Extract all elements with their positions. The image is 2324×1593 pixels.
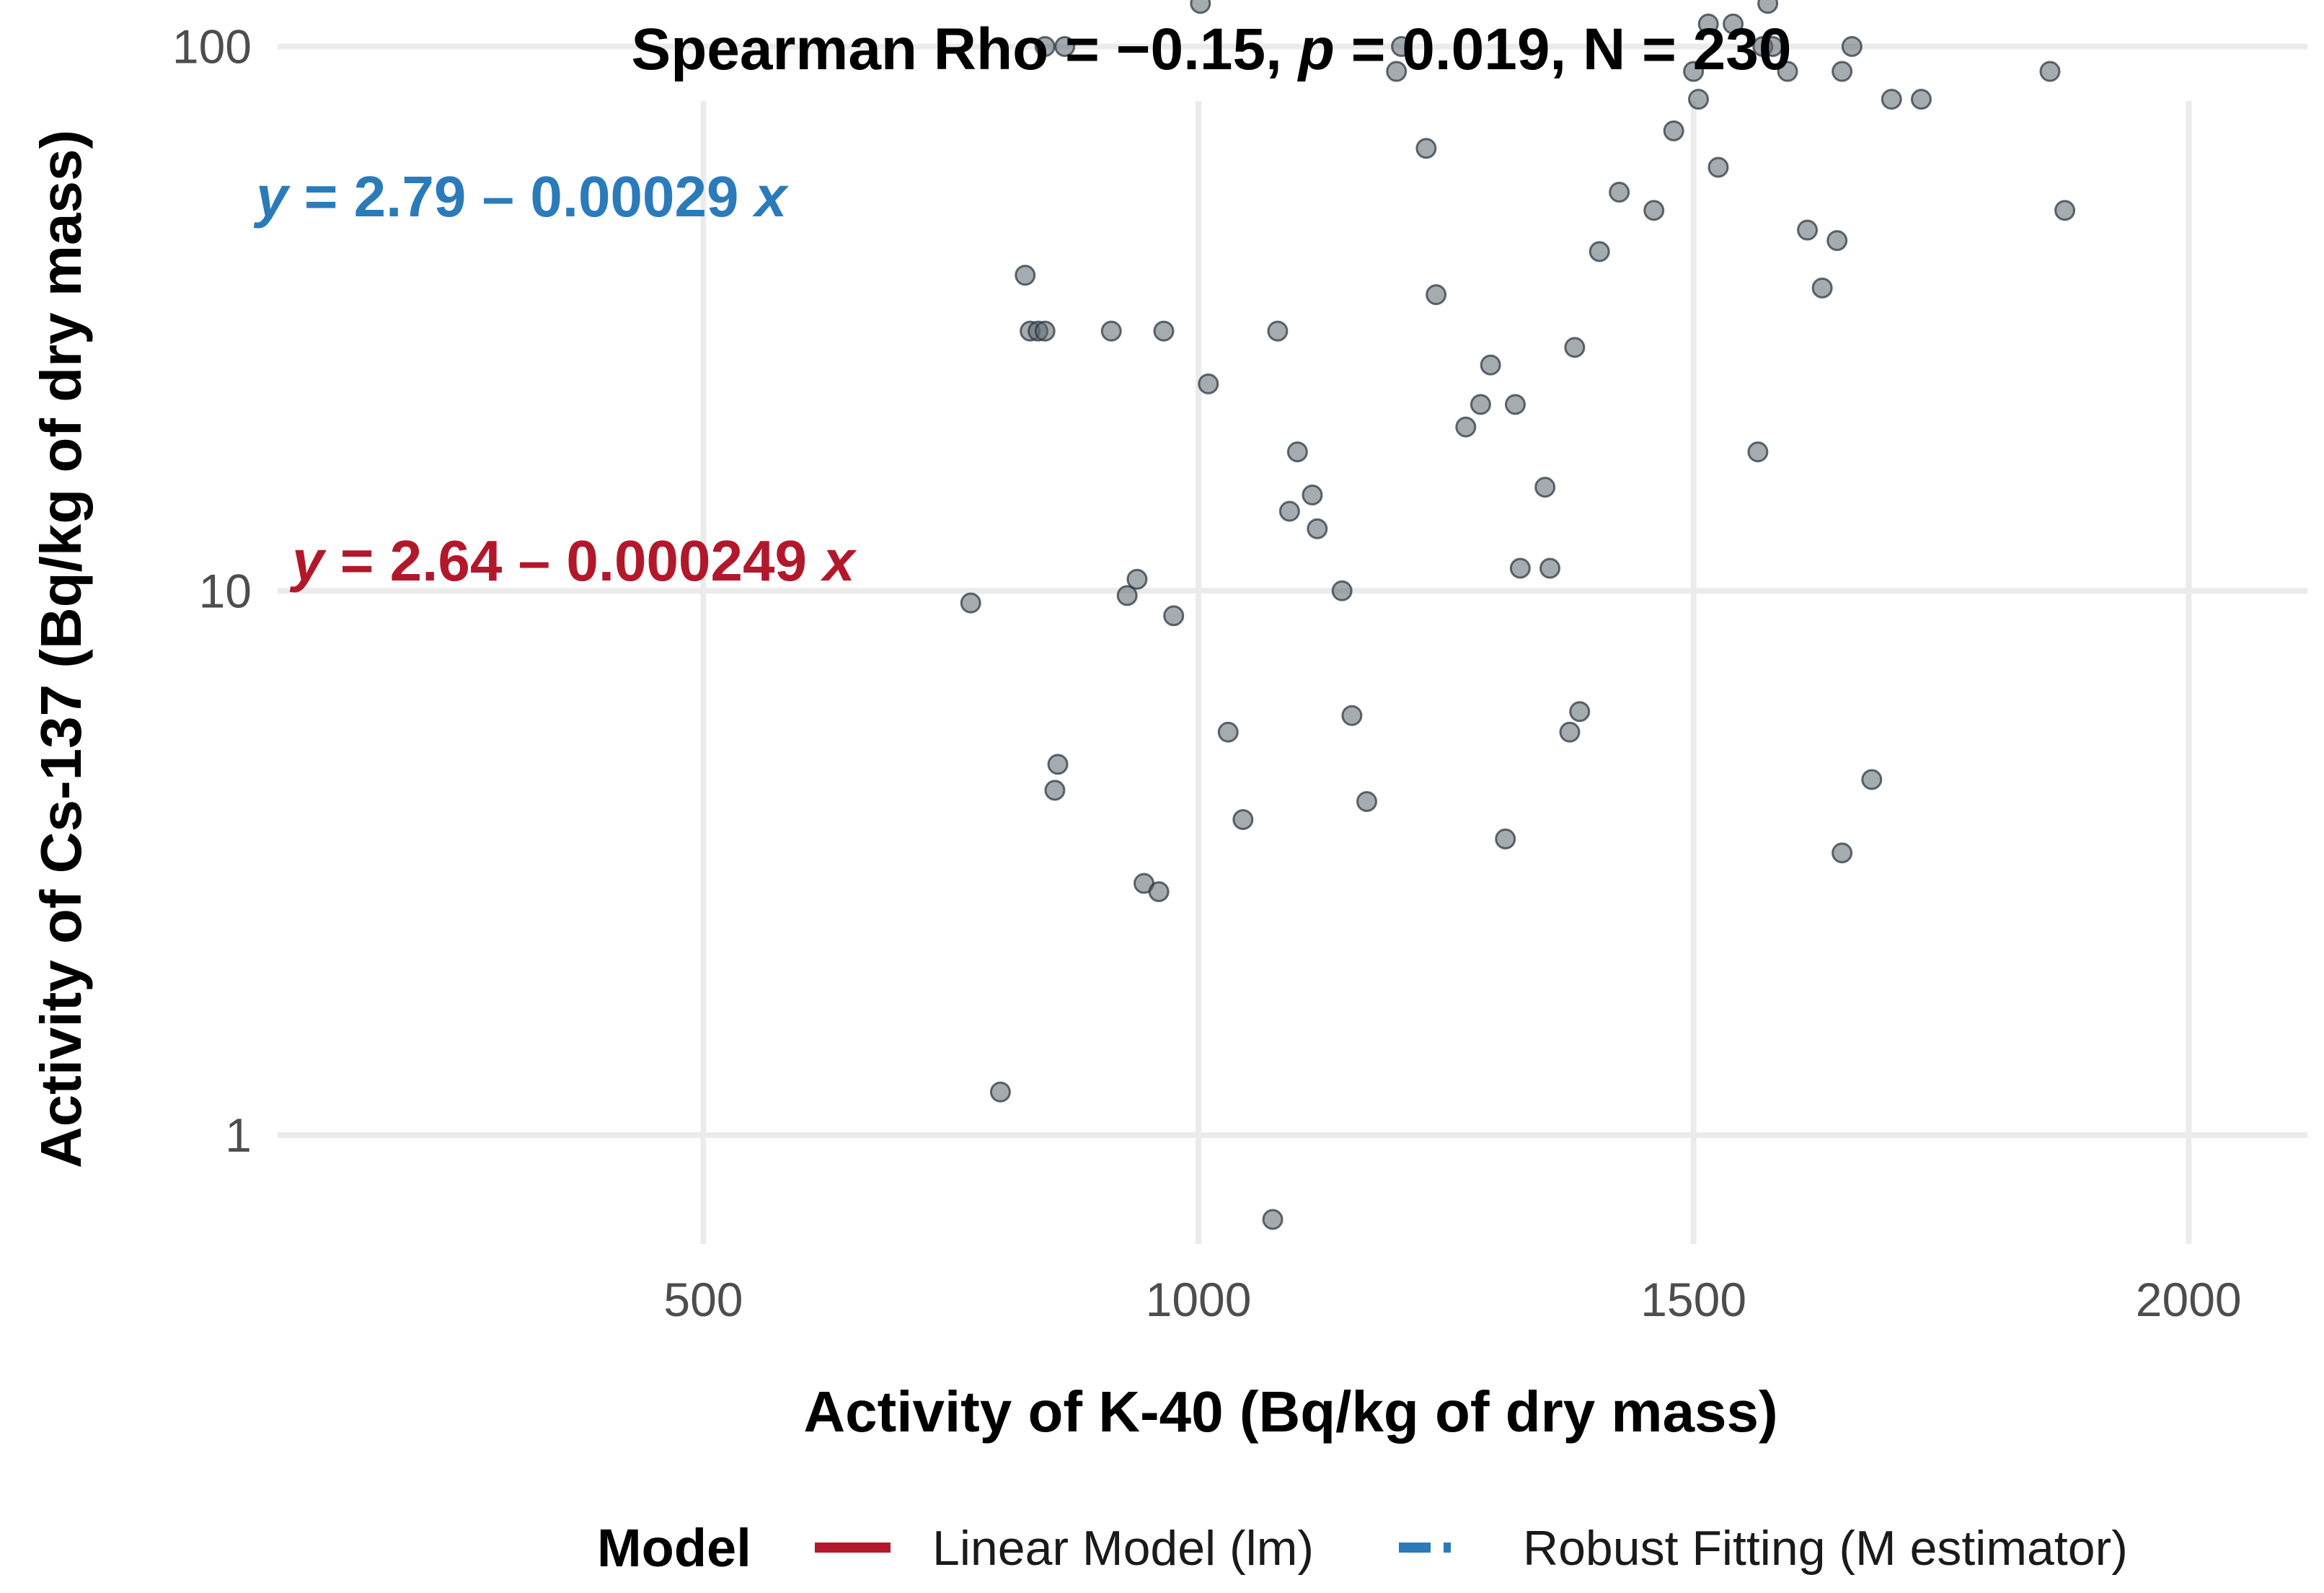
data-point-157 <box>1683 61 1705 82</box>
data-point-252 <box>1663 120 1684 141</box>
data-point-229 <box>1564 337 1586 358</box>
data-point-222 <box>1480 354 1501 376</box>
x-axis-title: Activity of K-40 (Bq/kg of dry mass) <box>803 1380 1777 1444</box>
data-point-228 <box>1559 721 1581 743</box>
data-point-220 <box>1455 416 1477 438</box>
data-point-239 <box>1762 36 1783 58</box>
data-point-234 <box>1697 13 1719 35</box>
data-point-231 <box>1589 241 1610 262</box>
data-point-216 <box>1386 61 1408 82</box>
data-point-204 <box>1198 373 1219 394</box>
data-point-226 <box>1534 477 1556 498</box>
data-point-235 <box>1707 156 1729 178</box>
legend: Model Linear Model (lm) Robust Fitting (… <box>597 1518 2128 1578</box>
data-point-249 <box>2054 200 2076 221</box>
data-point-246 <box>1861 769 1883 790</box>
data-point-232 <box>1609 182 1630 203</box>
data-point-223 <box>1495 828 1516 850</box>
data-point-191 <box>1015 265 1036 286</box>
y-axis-title: Activity of Cs-137 (Bq/kg of dry mass) <box>29 130 93 1168</box>
data-point-245 <box>1841 36 1863 58</box>
data-point-227 <box>1539 557 1561 579</box>
data-point-209 <box>1278 500 1300 522</box>
data-point-243 <box>1826 230 1848 252</box>
data-point-166 <box>1757 0 1779 14</box>
x-tick-label-3: 2000 <box>2136 1273 2242 1326</box>
data-point-212 <box>1307 518 1328 539</box>
data-point-219 <box>1426 284 1447 306</box>
grid-lines <box>278 43 2307 1244</box>
data-point-195 <box>1044 780 1066 801</box>
data-point-218 <box>1415 138 1437 159</box>
data-point-203 <box>1163 605 1185 627</box>
y-tick-label-2: 100 <box>172 20 252 74</box>
data-point-210 <box>1286 441 1308 463</box>
data-point-196 <box>1047 754 1069 775</box>
data-point-225 <box>1509 557 1531 579</box>
data-point-240 <box>1777 61 1798 82</box>
data-point-213 <box>1331 580 1353 601</box>
data-point-205 <box>1217 721 1239 743</box>
data-points <box>960 0 2076 1230</box>
data-point-237 <box>1747 441 1769 463</box>
linear-equation: y = 2.64 – 0.000249 x <box>289 529 857 593</box>
data-point-194 <box>1034 320 1056 342</box>
x-tick-label-2: 1500 <box>1640 1273 1746 1326</box>
data-point-214 <box>1341 705 1363 726</box>
data-point-215 <box>1356 791 1377 813</box>
data-point-217 <box>1391 36 1413 58</box>
y-tick-labels: 1101001000 <box>172 20 252 1162</box>
x-tick-labels: 500 1000 1500 2000 <box>663 1273 2241 1326</box>
data-point-199 <box>1126 568 1148 590</box>
legend-label-linear: Linear Model (lm) <box>932 1521 1314 1576</box>
data-point-248 <box>2039 61 2061 82</box>
chart-title: Spearman Rho = −0.15, p = 0.019, N = 230 <box>632 17 1792 82</box>
x-tick-label-1: 1000 <box>1146 1273 1252 1326</box>
robust-equation: y = 2.79 – 0.00029 x <box>253 164 790 229</box>
data-point-244 <box>1832 842 1853 864</box>
data-point-202 <box>1153 320 1175 342</box>
data-point-230 <box>1569 701 1591 723</box>
data-point-236 <box>1723 13 1744 35</box>
data-point-206 <box>1232 808 1254 830</box>
data-point-242 <box>1811 277 1833 299</box>
data-point-79 <box>1190 0 1211 14</box>
data-point-224 <box>1504 394 1526 415</box>
x-tick-label-0: 500 <box>663 1273 743 1326</box>
y-tick-label-1: 10 <box>199 564 252 617</box>
data-point-247 <box>1910 89 1932 110</box>
data-point-207 <box>1262 1209 1283 1230</box>
data-point-201 <box>1148 881 1170 903</box>
data-point-208 <box>1267 320 1289 342</box>
data-point-233 <box>1688 89 1709 110</box>
legend-title: Model <box>597 1518 751 1578</box>
data-point-190 <box>989 1081 1011 1103</box>
data-point-51 <box>1054 36 1076 58</box>
y-tick-label-0: 1 <box>225 1108 252 1162</box>
data-point-251 <box>1881 89 1902 110</box>
data-point-253 <box>1643 200 1665 221</box>
data-point-241 <box>1797 219 1819 241</box>
data-point-211 <box>1302 484 1323 506</box>
data-point-221 <box>1470 394 1491 415</box>
data-point-250 <box>1832 61 1853 82</box>
legend-label-robust: Robust Fitting (M estimator) <box>1523 1521 2128 1576</box>
data-point-198 <box>1116 585 1138 606</box>
data-point-197 <box>1100 320 1122 342</box>
data-point-189 <box>960 592 981 614</box>
